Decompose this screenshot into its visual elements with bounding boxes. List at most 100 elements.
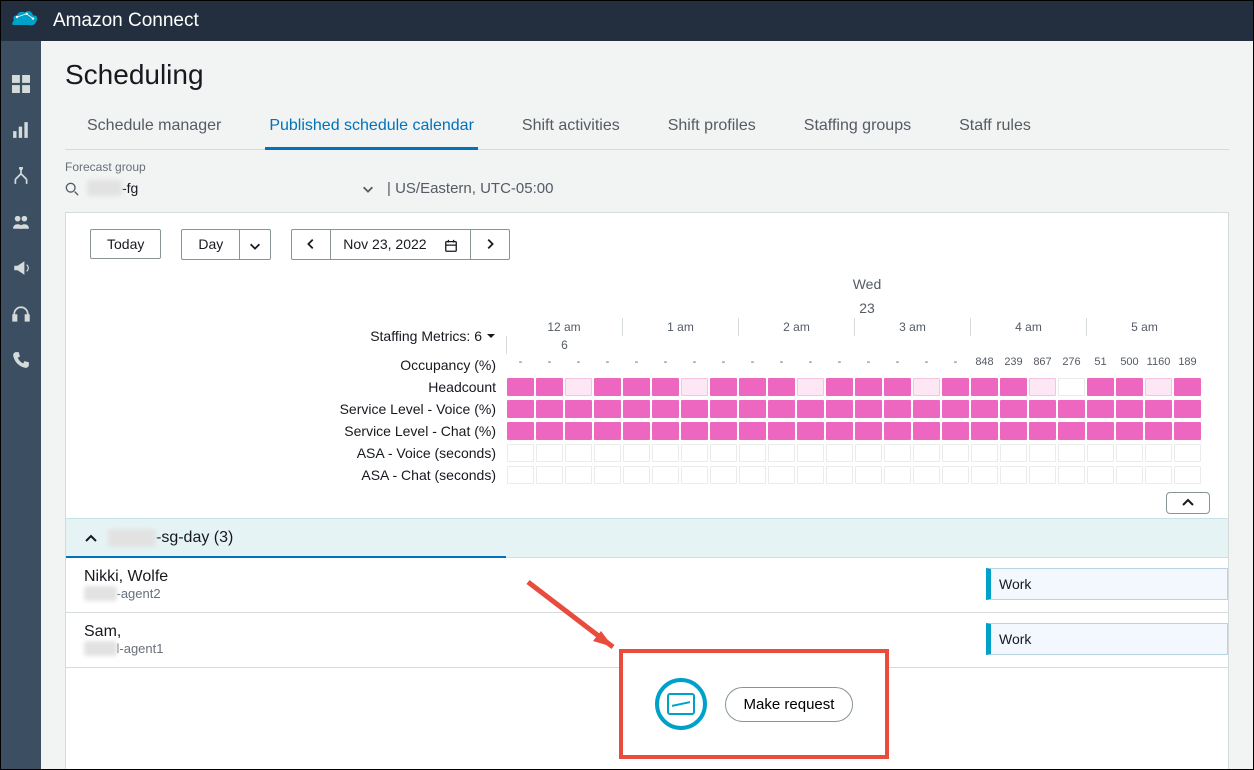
metric-cell: - xyxy=(883,354,912,376)
metric-cell xyxy=(1087,400,1114,418)
time-column-header: 4 am xyxy=(970,318,1086,336)
agent-label[interactable]: Sam,xxxxxl-agent1 xyxy=(66,613,506,668)
metric-row: ----------------848239867276515001160189 xyxy=(506,354,1228,376)
tab-bar: Schedule manager Published schedule calen… xyxy=(65,107,1229,150)
metric-label: Service Level - Chat (%) xyxy=(66,420,506,442)
shift-block[interactable]: Work xyxy=(986,568,1228,600)
annotation-callout: Make request xyxy=(619,649,889,759)
headset-icon[interactable] xyxy=(12,305,30,323)
agent-name: Sam, xyxy=(84,623,506,641)
metric-cell xyxy=(826,400,853,418)
metric-cell xyxy=(797,422,824,440)
metric-cell xyxy=(797,400,824,418)
make-request-button[interactable]: Make request xyxy=(725,687,854,722)
announce-icon[interactable] xyxy=(12,259,30,277)
next-day-button[interactable] xyxy=(471,230,509,258)
metric-cell xyxy=(739,466,766,484)
agent-label[interactable]: Nikki, Wolfexxxxx-agent2 xyxy=(66,558,506,613)
metric-cell xyxy=(1000,444,1027,462)
metric-cell: 1160 xyxy=(1144,354,1173,376)
metric-row xyxy=(506,376,1228,398)
metric-cell xyxy=(826,422,853,440)
shift-block[interactable]: Work xyxy=(986,623,1228,655)
tab-schedule-manager[interactable]: Schedule manager xyxy=(83,107,225,150)
metric-row xyxy=(506,464,1228,486)
metric-cell xyxy=(1000,466,1027,484)
make-request-icon[interactable] xyxy=(655,678,707,730)
metric-row xyxy=(506,420,1228,442)
view-button[interactable]: Day xyxy=(181,229,240,259)
metric-cell xyxy=(1116,422,1143,440)
time-column-header: 6 xyxy=(506,336,622,354)
phone-icon[interactable] xyxy=(12,351,30,369)
forecast-group-label: Forecast group xyxy=(65,160,1229,174)
metric-cell xyxy=(797,466,824,484)
forecast-group-select[interactable]: xxxxx-fg xyxy=(65,178,375,198)
routing-icon[interactable] xyxy=(12,167,30,185)
view-select[interactable]: Day xyxy=(181,229,271,259)
metric-cell xyxy=(710,378,737,396)
metric-cell xyxy=(1116,378,1143,396)
metric-cell xyxy=(1058,378,1085,396)
metric-cell xyxy=(1116,466,1143,484)
metric-cell xyxy=(884,444,911,462)
metric-cell: - xyxy=(941,354,970,376)
metric-cell xyxy=(710,466,737,484)
tab-shift-activities[interactable]: Shift activities xyxy=(518,107,624,150)
tab-staff-rules[interactable]: Staff rules xyxy=(955,107,1035,150)
metric-row xyxy=(506,442,1228,464)
users-icon[interactable] xyxy=(12,213,30,231)
metric-cell xyxy=(826,466,853,484)
metric-cell xyxy=(826,378,853,396)
metric-cell xyxy=(1058,444,1085,462)
metric-cell xyxy=(1029,466,1056,484)
agent-username: xxxxx-agent2 xyxy=(84,586,506,601)
metric-cell xyxy=(1145,400,1172,418)
tab-shift-profiles[interactable]: Shift profiles xyxy=(664,107,760,150)
metric-cell xyxy=(971,422,998,440)
app-title: Amazon Connect xyxy=(53,10,199,32)
staffing-group-row[interactable]: xxxxxx-sg-day (3) xyxy=(66,518,1228,558)
metric-cell: - xyxy=(564,354,593,376)
metric-cell xyxy=(1145,466,1172,484)
time-column-header: 5 am xyxy=(1086,318,1202,336)
metric-cell xyxy=(1087,422,1114,440)
tab-staffing-groups[interactable]: Staffing groups xyxy=(800,107,915,150)
metric-cell xyxy=(565,422,592,440)
prev-day-button[interactable] xyxy=(292,230,331,258)
metric-cell xyxy=(623,466,650,484)
metric-cell xyxy=(1029,422,1056,440)
date-text: Nov 23, 2022 xyxy=(343,236,426,252)
metrics-icon[interactable] xyxy=(12,121,30,139)
collapse-metrics-button[interactable] xyxy=(1166,492,1210,514)
metric-cell xyxy=(623,378,650,396)
search-icon xyxy=(65,180,79,196)
metric-cell xyxy=(1087,466,1114,484)
metric-cell xyxy=(710,444,737,462)
metric-cell xyxy=(507,400,534,418)
metric-cell xyxy=(1087,444,1114,462)
metric-row xyxy=(506,398,1228,420)
metric-cell xyxy=(739,422,766,440)
metric-cell xyxy=(652,466,679,484)
forecast-group-value: xxxxx-fg xyxy=(87,180,353,196)
metric-cell xyxy=(594,378,621,396)
metric-label: Occupancy (%) xyxy=(66,354,506,376)
date-display[interactable]: Nov 23, 2022 xyxy=(331,230,471,258)
metric-cell xyxy=(768,444,795,462)
today-button[interactable]: Today xyxy=(90,229,161,259)
metric-cell xyxy=(1000,422,1027,440)
view-dropdown-icon[interactable] xyxy=(240,229,271,259)
time-header: 12 am1 am2 am3 am4 am5 am6 xyxy=(506,318,1228,354)
day-name: Wed xyxy=(506,270,1228,294)
tab-published-schedule-calendar[interactable]: Published schedule calendar xyxy=(265,107,478,150)
metric-cell xyxy=(855,378,882,396)
staffing-metrics-toggle[interactable]: Staffing Metrics: 6 xyxy=(66,318,506,354)
page-title: Scheduling xyxy=(65,59,1229,91)
dashboard-icon[interactable] xyxy=(12,75,30,93)
metric-cell xyxy=(623,444,650,462)
metric-cell xyxy=(536,378,563,396)
date-picker: Nov 23, 2022 xyxy=(291,229,510,259)
metric-cell: - xyxy=(622,354,651,376)
metric-cell: - xyxy=(709,354,738,376)
